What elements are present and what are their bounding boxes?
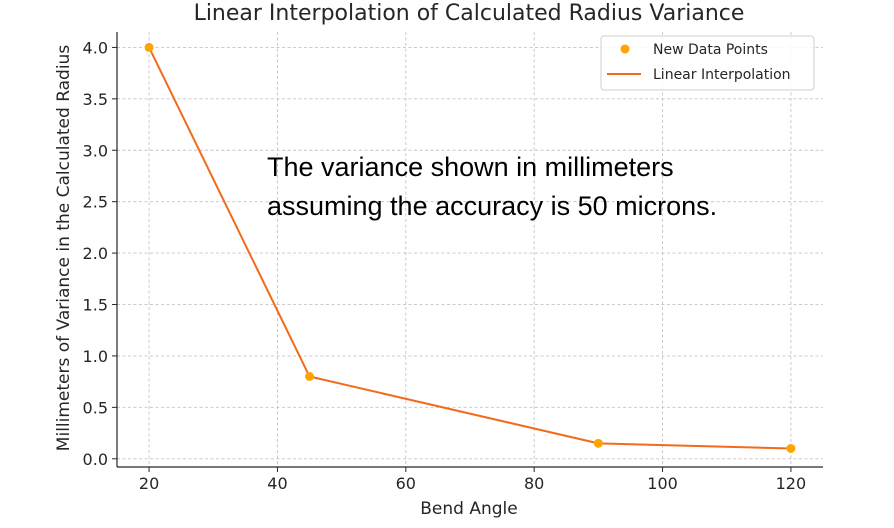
- x-axis-ticks: 20 40 60 80 100 120: [139, 467, 806, 493]
- data-point: [786, 443, 796, 453]
- x-tick-label: 120: [776, 474, 807, 493]
- axes: [116, 32, 823, 468]
- y-tick-label: 4.0: [83, 38, 108, 57]
- y-axis-label: Millimeters of Variance in the Calculate…: [54, 45, 74, 452]
- chart-annotation: The variance shown in millimeters assumi…: [267, 148, 827, 226]
- x-axis-label: Bend Angle: [420, 499, 517, 519]
- data-point: [144, 42, 154, 52]
- y-tick-label: 0.5: [83, 398, 108, 417]
- data-point: [305, 372, 315, 382]
- x-tick-label: 100: [647, 474, 678, 493]
- chart-title: Linear Interpolation of Calculated Radiu…: [194, 1, 745, 26]
- x-tick-label: 40: [267, 474, 287, 493]
- grid-lines: [117, 32, 823, 467]
- x-tick-label: 60: [396, 474, 416, 493]
- legend-label-line: Linear Interpolation: [653, 67, 791, 83]
- x-tick-label: 80: [524, 474, 544, 493]
- legend-label-points: New Data Points: [653, 42, 768, 58]
- y-tick-label: 0.0: [83, 450, 108, 469]
- annotation-line-1: The variance shown in millimeters: [267, 152, 674, 182]
- legend: New Data Points Linear Interpolation: [600, 35, 815, 91]
- y-tick-label: 2.5: [83, 193, 108, 212]
- series-linear-interpolation: [148, 46, 791, 450]
- y-axis-ticks: 0.0 0.5 1.0 1.5 2.0 2.5 3.0 3.5 4.0: [83, 38, 117, 469]
- y-tick-label: 1.5: [83, 296, 108, 315]
- annotation-line-2: assuming the accuracy is 50 microns.: [267, 191, 718, 221]
- y-tick-label: 2.0: [83, 244, 108, 263]
- y-tick-label: 3.0: [83, 141, 108, 160]
- interpolation-line: [148, 46, 791, 450]
- legend-box: [600, 35, 815, 91]
- y-tick-label: 1.0: [83, 347, 108, 366]
- y-tick-label: 3.5: [83, 90, 108, 109]
- legend-marker-icon: [620, 44, 630, 54]
- x-tick-label: 20: [139, 474, 159, 493]
- data-point: [593, 438, 603, 448]
- series-new-data-points: [144, 42, 796, 453]
